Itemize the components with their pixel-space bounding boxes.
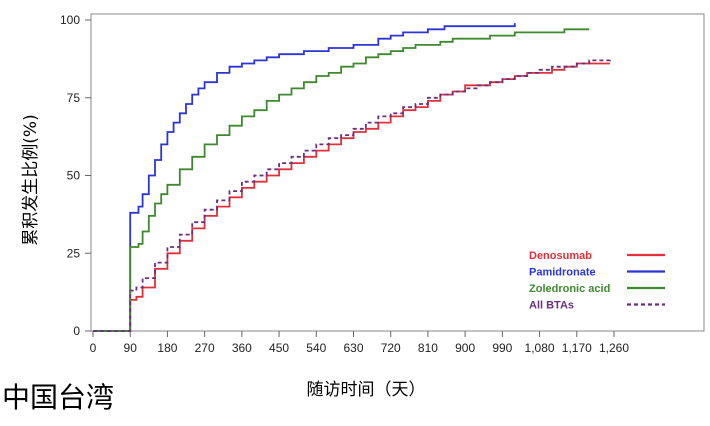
series-lines bbox=[93, 23, 611, 332]
y-tick-label: 50 bbox=[67, 169, 81, 183]
plot-frame bbox=[90, 13, 705, 332]
region-label: 中国台湾 bbox=[2, 381, 115, 414]
y-axis-title: 累积发生比例(%) bbox=[21, 114, 41, 245]
x-tick-label: 270 bbox=[195, 341, 215, 355]
x-tick-label: 1,080 bbox=[525, 341, 555, 355]
x-tick-label: 990 bbox=[492, 341, 512, 355]
legend-label: Zoledronic acid bbox=[529, 283, 610, 295]
legend: Denosumab Pamidronate Zoledronic acid All B… bbox=[529, 250, 665, 312]
x-tick-label: 900 bbox=[455, 341, 475, 355]
x-tick-labels: 0 90 180 270 360 450 540 630 720 810 900 990 1,080 1,… bbox=[90, 341, 630, 355]
x-tick-label: 90 bbox=[124, 341, 138, 355]
y-tick-labels: 0 25 50 75 100 bbox=[60, 13, 80, 338]
series-line-all-btas bbox=[93, 57, 611, 332]
legend-label: Pamidronate bbox=[529, 267, 596, 279]
x-tick-label: 630 bbox=[343, 341, 363, 355]
x-tick-label: 1,170 bbox=[562, 341, 592, 355]
series-line-pamidronate bbox=[93, 23, 516, 332]
axis-ticks bbox=[85, 19, 615, 337]
x-tick-label: 0 bbox=[90, 341, 97, 355]
x-axis-title: 随访时间（天） bbox=[307, 380, 426, 400]
x-tick-label: 720 bbox=[381, 341, 401, 355]
x-tick-label: 180 bbox=[157, 341, 177, 355]
series-line-zoledronic-acid bbox=[93, 28, 590, 332]
x-tick-label: 1,260 bbox=[599, 341, 629, 355]
y-tick-label: 25 bbox=[67, 246, 81, 260]
x-tick-label: 450 bbox=[269, 341, 289, 355]
legend-label: All BTAs bbox=[529, 300, 574, 312]
legend-label: Denosumab bbox=[529, 250, 592, 262]
y-tick-label: 100 bbox=[60, 13, 80, 27]
x-tick-label: 360 bbox=[232, 341, 252, 355]
y-tick-label: 75 bbox=[67, 91, 81, 105]
x-tick-label: 810 bbox=[418, 341, 438, 355]
y-tick-label: 0 bbox=[73, 324, 80, 338]
x-tick-label: 540 bbox=[306, 341, 326, 355]
